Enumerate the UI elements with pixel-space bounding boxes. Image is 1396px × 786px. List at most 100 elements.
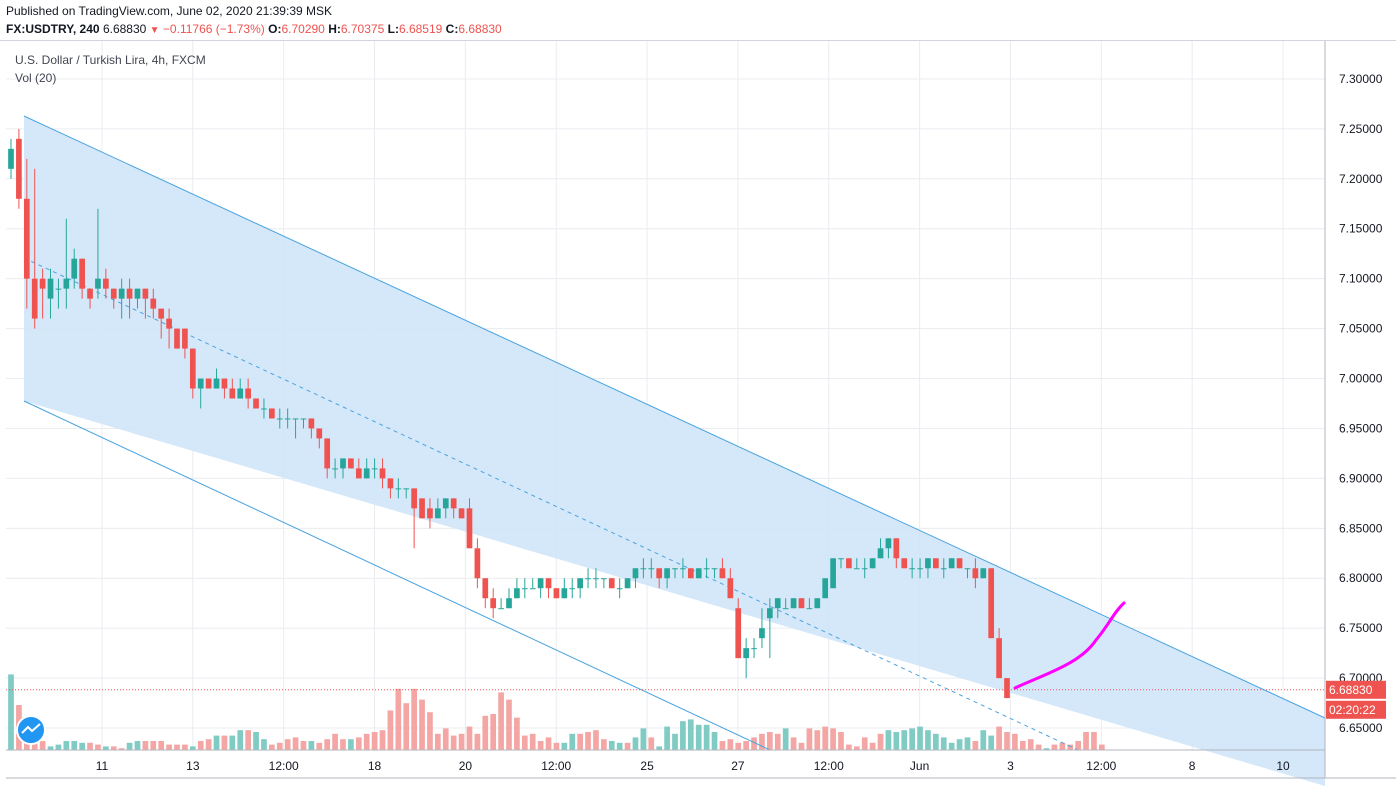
candle-body bbox=[553, 588, 560, 599]
candle-body bbox=[71, 258, 78, 279]
volume-bar bbox=[853, 746, 860, 750]
candle-body bbox=[150, 298, 157, 309]
candle-body bbox=[672, 568, 678, 570]
open-label: O: bbox=[268, 22, 282, 36]
volume-bar bbox=[340, 739, 346, 750]
price-tick-label: 6.65000 bbox=[1339, 721, 1383, 735]
price-axis[interactable]: 7.30000 7.25000 7.20000 7.15000 7.10000 7.050… bbox=[1339, 72, 1383, 735]
volume-bar bbox=[458, 733, 465, 750]
volume-bar bbox=[189, 746, 196, 750]
candle-body bbox=[853, 568, 860, 570]
volume-bar bbox=[514, 717, 520, 750]
volume-legend[interactable]: Vol (20) bbox=[15, 71, 57, 85]
volume-bar bbox=[680, 721, 686, 750]
candle-body bbox=[332, 468, 338, 470]
volume-bar bbox=[687, 719, 694, 750]
volume-bar bbox=[632, 737, 639, 750]
volume-bar bbox=[1051, 744, 1058, 750]
candle-body bbox=[664, 568, 670, 579]
volume-bar bbox=[664, 726, 670, 750]
open-value: 6.70290 bbox=[281, 22, 325, 36]
candle-body bbox=[901, 558, 908, 569]
last-price-header: 6.68830 bbox=[102, 22, 147, 36]
high-value: 6.70375 bbox=[340, 22, 385, 36]
volume-bar bbox=[466, 726, 473, 750]
volume-bar bbox=[917, 726, 923, 750]
candle-body bbox=[16, 138, 22, 199]
candle-body bbox=[474, 548, 481, 579]
candle-body bbox=[743, 648, 749, 659]
candle-body bbox=[316, 428, 323, 439]
volume-bar bbox=[822, 726, 829, 750]
candle-body bbox=[490, 598, 497, 609]
volume-bar bbox=[759, 733, 765, 750]
candle-body bbox=[182, 328, 188, 349]
volume-bar bbox=[782, 728, 789, 750]
volume-bar bbox=[103, 746, 109, 750]
candle-body bbox=[719, 568, 726, 579]
candle-body bbox=[253, 398, 259, 409]
countdown-tag-text: 02:20:22 bbox=[1329, 703, 1376, 717]
volume-bar bbox=[925, 730, 931, 750]
price-tick-label: 7.00000 bbox=[1339, 372, 1383, 386]
candle-body bbox=[767, 608, 773, 619]
candle-body bbox=[933, 558, 939, 569]
candle-body bbox=[292, 418, 299, 420]
time-tick-label: 25 bbox=[640, 759, 654, 773]
time-tick-label: 12:00 bbox=[269, 759, 299, 773]
volume-bar bbox=[450, 735, 457, 750]
candle-body bbox=[774, 598, 781, 609]
candle-body bbox=[577, 578, 583, 589]
ohlc-line: FX:USDTRY, 240 6.68830 ▼ −0.11766 (−1.73… bbox=[6, 22, 502, 36]
channel-mid-line bbox=[23, 257, 1079, 751]
volume-bar bbox=[521, 735, 528, 750]
chart-legend-title[interactable]: U.S. Dollar / Turkish Lira, 4h, FXCM bbox=[15, 53, 206, 67]
close-label: C: bbox=[445, 22, 459, 36]
candle-body bbox=[79, 258, 85, 289]
candle-body bbox=[948, 558, 955, 569]
candles bbox=[8, 128, 1010, 699]
candle-body bbox=[174, 328, 180, 349]
candle-body bbox=[450, 498, 457, 509]
volume-bars bbox=[8, 674, 1105, 750]
candle-body bbox=[822, 578, 829, 599]
time-tick-label: 27 bbox=[731, 759, 745, 773]
candle-body bbox=[324, 438, 331, 469]
candle-body bbox=[379, 468, 386, 479]
candle-body bbox=[1004, 678, 1010, 699]
volume-bar bbox=[624, 742, 631, 750]
candle-body bbox=[189, 348, 196, 389]
candle-body bbox=[39, 278, 46, 289]
volume-bar bbox=[427, 712, 433, 750]
volume-bar bbox=[743, 741, 749, 750]
candle-body bbox=[838, 558, 844, 560]
candle-body bbox=[846, 558, 852, 569]
volume-bar bbox=[1099, 744, 1105, 750]
volume-bar bbox=[767, 732, 773, 750]
volume-bar bbox=[861, 737, 868, 750]
candle-body bbox=[925, 558, 931, 569]
candle-body bbox=[284, 418, 291, 420]
volume-bar bbox=[300, 741, 307, 750]
candle-body bbox=[893, 538, 900, 559]
candle-body bbox=[158, 308, 165, 319]
volume-bar bbox=[940, 737, 947, 750]
candle-body bbox=[458, 508, 465, 519]
volume-bar bbox=[110, 746, 117, 750]
time-tick-label: 13 bbox=[186, 759, 200, 773]
volume-bar bbox=[790, 737, 797, 750]
candle-body bbox=[126, 288, 133, 299]
volume-bar bbox=[363, 733, 370, 750]
candle-body bbox=[656, 568, 663, 579]
volume-bar bbox=[601, 739, 607, 750]
candle-body bbox=[371, 468, 378, 470]
last-price-tag: 6.68830 bbox=[1326, 680, 1386, 699]
volume-bar bbox=[142, 741, 149, 750]
tradingview-logo[interactable] bbox=[16, 715, 46, 745]
candle-body bbox=[782, 608, 789, 610]
time-axis[interactable]: 11 13 12:00 18 20 12:00 25 27 12:00 Jun 3 12:00 8 10 bbox=[96, 759, 1290, 773]
volume-bar bbox=[269, 744, 275, 750]
volume-bar bbox=[608, 741, 615, 750]
volume-bar bbox=[648, 737, 655, 750]
